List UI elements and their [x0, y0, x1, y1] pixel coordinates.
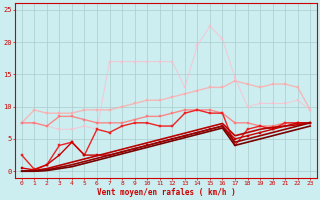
- X-axis label: Vent moyen/en rafales ( km/h ): Vent moyen/en rafales ( km/h ): [97, 188, 236, 197]
